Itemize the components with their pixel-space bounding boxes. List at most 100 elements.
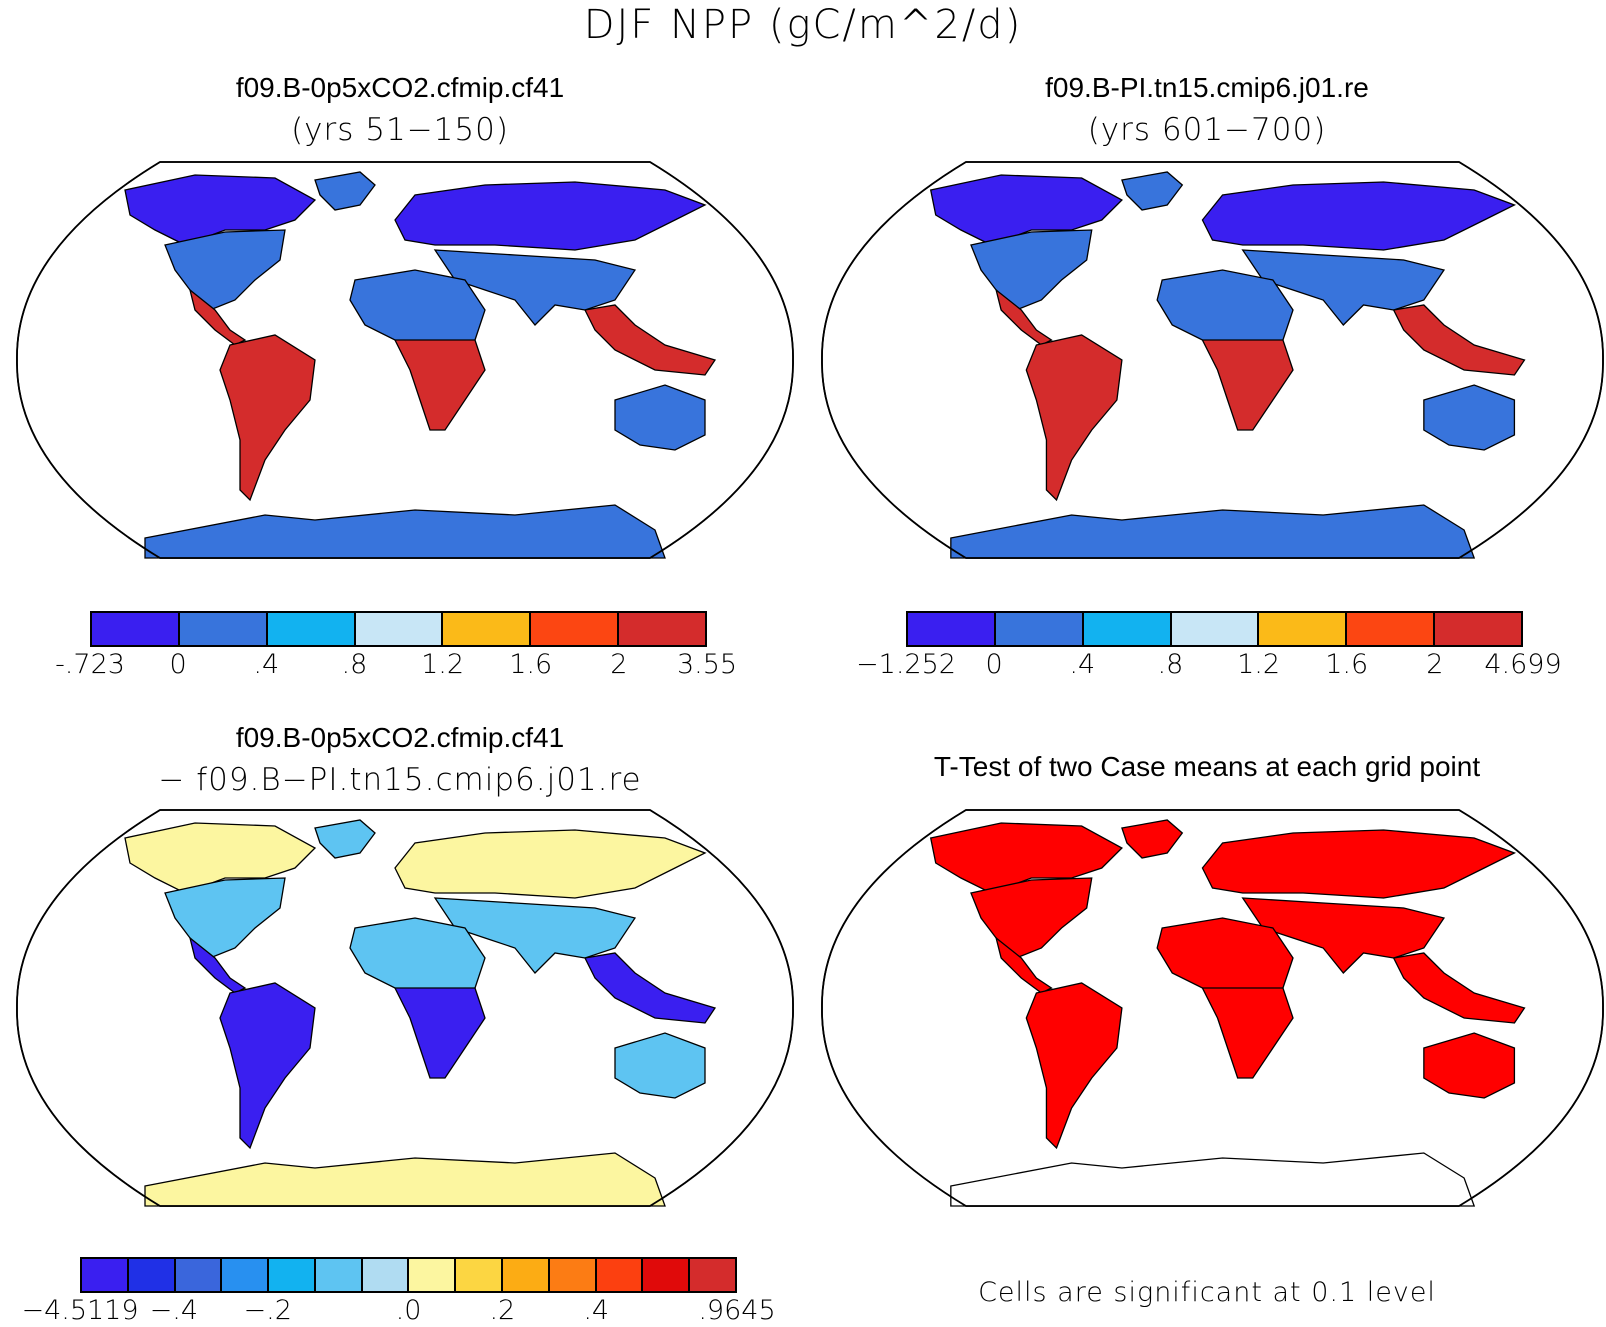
- land-africa-south: [393, 987, 486, 1079]
- land-north-america-south: [164, 877, 286, 959]
- land-africa-south: [393, 339, 486, 431]
- colorbar-swatch: [503, 1259, 550, 1291]
- colorbar-tick-label: .4: [583, 1295, 610, 1326]
- map-case2: [821, 161, 1604, 559]
- colorbar-swatch: [315, 1259, 363, 1291]
- colorbar-swatch: [362, 1259, 410, 1291]
- colorbar-tick-label: -.723: [55, 649, 125, 680]
- colorbar-swatch: [995, 613, 1084, 645]
- land-southeast-asia: [584, 304, 717, 376]
- colorbar-tick-label: .9645: [698, 1295, 776, 1326]
- colorbar-tick-label: −.2: [243, 1295, 292, 1326]
- land-australia: [614, 1032, 706, 1099]
- colorbar-tick-label: 0: [169, 649, 187, 680]
- colorbar-swatch: [1171, 613, 1260, 645]
- colorbar-tick-label: 0: [985, 649, 1003, 680]
- land-north-america-north: [929, 174, 1124, 246]
- land-eurasia-north: [1201, 181, 1517, 251]
- land-africa-south: [1201, 339, 1294, 431]
- colorbar-swatch: [128, 1259, 176, 1291]
- panel-title-case2: f09.B-PI.tn15.cmip6.j01.re: [1045, 72, 1369, 103]
- land-eurasia-north: [394, 181, 707, 251]
- colorbar-swatch: [175, 1259, 223, 1291]
- colorbar-tick-label: .4: [253, 649, 280, 680]
- map-border: [821, 809, 1604, 1207]
- land-north-america-south: [970, 229, 1093, 311]
- colorbar-tick-label: 4.699: [1484, 649, 1562, 680]
- panel-title-difference: f09.B-0p5xCO2.cfmip.cf41: [235, 722, 565, 753]
- colorbar-tick-label: 1.2: [1237, 649, 1281, 680]
- colorbar-case2: [906, 611, 1523, 647]
- colorbar-tick-label: .4: [1069, 649, 1096, 680]
- land-australia: [1423, 384, 1516, 451]
- colorbar-swatch: [1347, 613, 1436, 645]
- panel-title-case1: f09.B-0p5xCO2.cfmip.cf41: [235, 72, 565, 103]
- panel-title-ttest: T-Test of two Case means at each grid po…: [933, 751, 1481, 782]
- colorbar-tick-label: .8: [341, 649, 368, 680]
- figure-title: DJF NPP (gC/m^2/d): [583, 2, 1023, 48]
- land-southeast-asia: [584, 952, 717, 1024]
- land-greenland: [314, 819, 376, 859]
- colorbar-case1: [90, 611, 707, 647]
- map-ttest: [821, 809, 1604, 1207]
- colorbar-swatch: [549, 1259, 597, 1291]
- land-asia-south: [1241, 249, 1446, 326]
- colorbar-swatch: [596, 1259, 644, 1291]
- land-south-america: [1025, 982, 1123, 1150]
- land-greenland: [314, 171, 376, 211]
- land-asia-south: [433, 249, 637, 326]
- colorbar-tick-label: 3.55: [676, 649, 738, 680]
- colorbar-swatch: [443, 613, 532, 645]
- colorbar-tick-label: 1.6: [509, 649, 553, 680]
- colorbar-tick-label: −1.252: [856, 649, 956, 680]
- land-north-america-south: [164, 229, 286, 311]
- colorbar-swatch: [1083, 613, 1172, 645]
- land-australia: [1423, 1032, 1516, 1099]
- land-eurasia-north: [1201, 829, 1517, 899]
- panel-subtitle-case1: (yrs 51−150): [291, 112, 509, 148]
- map-border: [821, 161, 1604, 559]
- colorbar-swatch: [531, 613, 620, 645]
- colorbar-tick-label: 1.2: [421, 649, 465, 680]
- significance-note: Cells are significant at 0.1 level: [978, 1277, 1436, 1308]
- land-asia-south: [1241, 897, 1446, 974]
- land-australia: [614, 384, 706, 451]
- colorbar-tick-label: .8: [1157, 649, 1184, 680]
- land-southeast-asia: [1392, 304, 1526, 376]
- panel-subtitle-case2: (yrs 601−700): [1087, 112, 1327, 148]
- colorbar-swatch: [267, 613, 356, 645]
- land-south-america: [219, 334, 316, 502]
- colorbar-swatch: [1259, 613, 1348, 645]
- land-greenland: [1121, 819, 1184, 859]
- colorbar-swatch: [355, 613, 444, 645]
- colorbar-tick-label: .2: [489, 1295, 516, 1326]
- colorbar-tick-label: 2: [1426, 649, 1444, 680]
- map-border: [16, 161, 794, 559]
- colorbar-tick-label: −4.5119: [21, 1295, 139, 1326]
- land-south-america: [219, 982, 316, 1150]
- colorbar-swatch: [179, 613, 268, 645]
- land-north-america-north: [929, 822, 1124, 894]
- colorbar-swatch: [269, 1259, 316, 1291]
- map-case1: [16, 161, 794, 559]
- land-north-america-north: [124, 822, 317, 894]
- colorbar-swatch: [1435, 613, 1522, 645]
- land-north-america-north: [124, 174, 317, 246]
- colorbar-tick-label: −.4: [149, 1295, 199, 1326]
- colorbar-tick-label: 2: [610, 649, 628, 680]
- land-greenland: [1121, 171, 1184, 211]
- colorbar-difference: [80, 1257, 737, 1293]
- map-border: [16, 809, 794, 1207]
- colorbar-tick-label: .0: [395, 1295, 422, 1326]
- land-asia-south: [433, 897, 637, 974]
- land-north-america-south: [970, 877, 1093, 959]
- colorbar-swatch: [409, 1259, 457, 1291]
- panel-subtitle-difference: − f09.B−PI.tn15.cmip6.j01.re: [158, 762, 642, 798]
- colorbar-swatch: [92, 613, 180, 645]
- colorbar-swatch: [643, 1259, 691, 1291]
- colorbar-tick-label: 1.6: [1325, 649, 1369, 680]
- land-eurasia-north: [394, 829, 707, 899]
- colorbar-swatch: [82, 1259, 129, 1291]
- colorbar-swatch: [908, 613, 996, 645]
- land-africa-south: [1201, 987, 1294, 1079]
